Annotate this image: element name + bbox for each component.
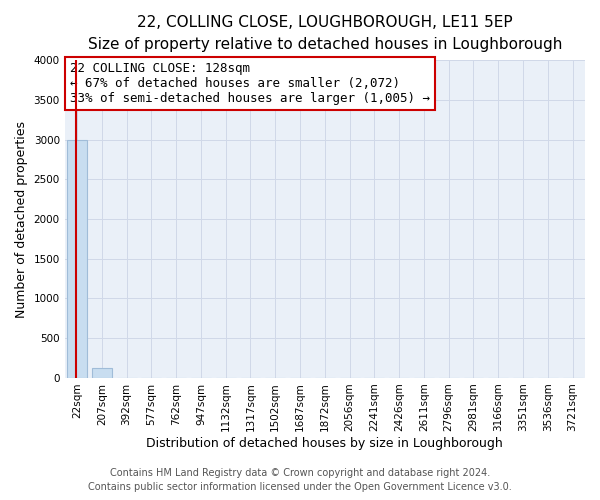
Text: 22 COLLING CLOSE: 128sqm
← 67% of detached houses are smaller (2,072)
33% of sem: 22 COLLING CLOSE: 128sqm ← 67% of detach… <box>70 62 430 105</box>
Bar <box>92 368 112 378</box>
Text: Contains HM Land Registry data © Crown copyright and database right 2024.
Contai: Contains HM Land Registry data © Crown c… <box>88 468 512 492</box>
Title: 22, COLLING CLOSE, LOUGHBOROUGH, LE11 5EP
Size of property relative to detached : 22, COLLING CLOSE, LOUGHBOROUGH, LE11 5E… <box>88 15 562 52</box>
Bar <box>67 140 87 378</box>
X-axis label: Distribution of detached houses by size in Loughborough: Distribution of detached houses by size … <box>146 437 503 450</box>
Y-axis label: Number of detached properties: Number of detached properties <box>15 120 28 318</box>
